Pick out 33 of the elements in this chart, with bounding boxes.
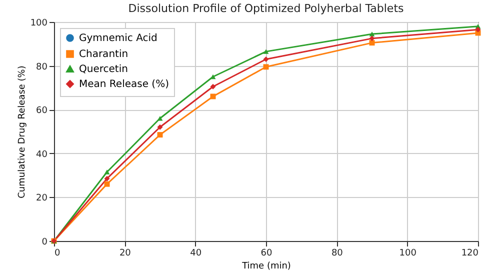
legend-label: Quercetin xyxy=(79,64,128,75)
y-tick-label: 0 xyxy=(42,238,48,248)
point xyxy=(263,49,269,54)
legend-label: Mean Release (%) xyxy=(79,79,170,90)
point xyxy=(263,64,269,70)
point xyxy=(369,36,375,42)
point xyxy=(157,124,163,130)
x-tick-label: 120 xyxy=(461,248,479,258)
y-tick-label: 60 xyxy=(36,106,48,116)
y-axis-title: Cumulative Drug Release (%) xyxy=(17,66,28,198)
legend-label: Charantin xyxy=(79,49,128,60)
x-tick-label: 0 xyxy=(54,248,60,258)
point xyxy=(157,132,163,138)
point xyxy=(369,32,375,36)
x-tick-label: 60 xyxy=(260,248,272,258)
chart-title: Dissolution Profile of Optimized Polyherbal Tablets xyxy=(128,2,404,15)
point xyxy=(104,181,110,187)
point xyxy=(210,94,216,100)
x-axis-title: Time (min) xyxy=(241,262,291,272)
x-tick-label: 20 xyxy=(119,248,132,258)
legend-label: Gymnemic Acid xyxy=(79,33,158,44)
y-tick-label: 100 xyxy=(30,18,48,28)
point xyxy=(263,56,269,62)
point xyxy=(475,26,481,32)
y-tick-label: 80 xyxy=(36,62,48,72)
x-tick-label: 80 xyxy=(331,248,344,258)
point xyxy=(104,170,110,174)
y-tick-label: 20 xyxy=(36,194,48,204)
x-tick-label: 100 xyxy=(399,248,417,258)
point xyxy=(104,176,110,182)
y-tick-label: 40 xyxy=(36,150,48,160)
x-tick-label: 40 xyxy=(190,248,202,258)
point xyxy=(210,84,216,90)
